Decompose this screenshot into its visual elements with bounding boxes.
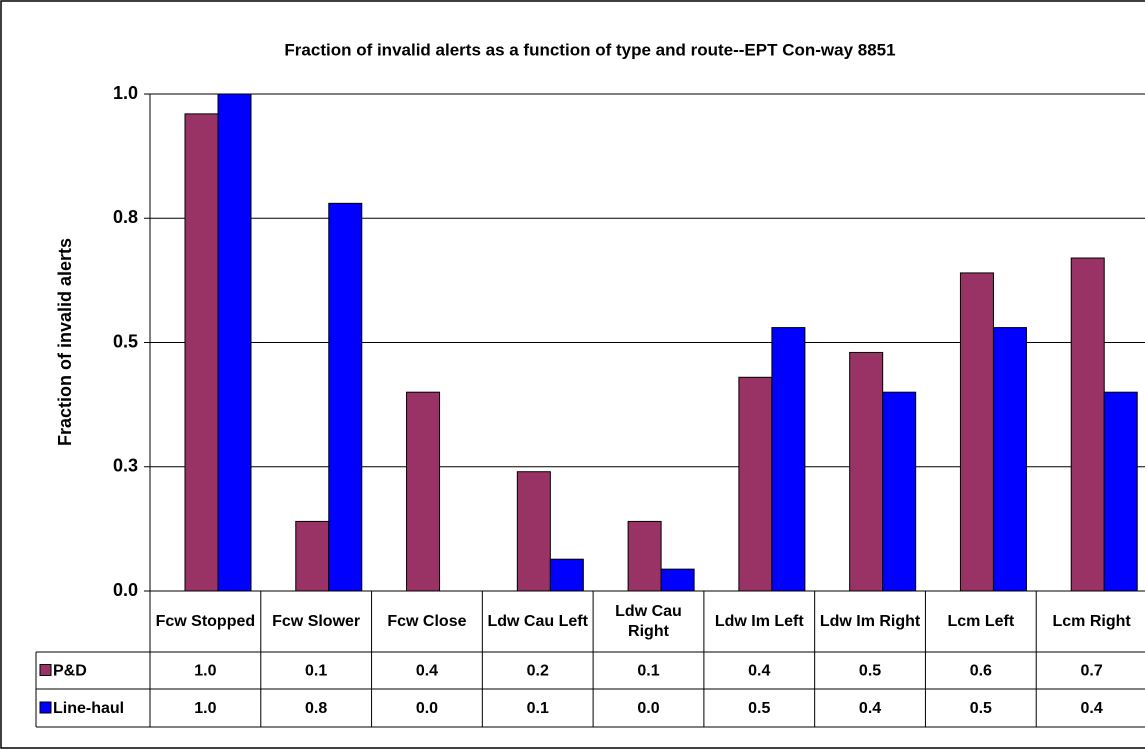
bar [217, 93, 252, 592]
bar [516, 471, 551, 592]
chart-title: Fraction of invalid alerts as a function… [284, 40, 895, 59]
table-value: 0.1 [305, 663, 327, 680]
table-value: 1.0 [194, 700, 216, 717]
table-value: 0.4 [1080, 700, 1102, 717]
table-value: 0.4 [416, 663, 438, 680]
x-tick-label: Lcm Left [947, 612, 1015, 630]
y-tick-label: 0.8 [113, 207, 138, 227]
table-value: 0.4 [748, 663, 770, 680]
x-tick-label: Ldw Im Right [819, 612, 921, 630]
x-tick-label: Fcw Slower [272, 612, 361, 630]
bar [738, 376, 773, 592]
table-value: 0.5 [748, 700, 770, 717]
bar [184, 113, 219, 592]
bar [549, 558, 584, 592]
y-tick-label: 0.3 [113, 456, 138, 476]
bar [1103, 391, 1138, 592]
x-tick-label: Ldw Cau Left [487, 612, 588, 630]
table-value: 0.5 [859, 663, 881, 680]
y-tick-label: 1.0 [113, 83, 138, 103]
x-tick-label: Fcw Close [387, 612, 467, 630]
bar [882, 391, 917, 592]
y-axis-label: Fraction of invalid alerts [55, 238, 75, 446]
bar [849, 351, 884, 592]
bar [295, 520, 330, 592]
bar [328, 202, 363, 592]
x-tick-label: Lcm Right [1052, 612, 1131, 630]
table-value: 0.5 [970, 700, 992, 717]
bar [771, 327, 806, 592]
legend-label: P&D [53, 663, 87, 680]
bar [992, 327, 1027, 592]
table-value: 0.8 [305, 700, 327, 717]
table-value: 0.0 [637, 700, 659, 717]
table-value: 0.6 [970, 663, 992, 680]
bar [959, 272, 994, 592]
bar [627, 520, 662, 592]
table-value: 0.4 [859, 700, 881, 717]
legend-swatch [39, 701, 52, 714]
bar [1070, 257, 1105, 592]
table-value: 0.1 [527, 700, 549, 717]
legend-swatch [39, 664, 52, 676]
table-value: 0.1 [637, 663, 659, 680]
table-value: 0.7 [1080, 663, 1102, 680]
table-value: 1.0 [194, 663, 216, 680]
y-tick-label: 0.0 [113, 580, 138, 600]
x-tick-label: Ldw Im Left [714, 612, 804, 630]
table-value: 0.0 [416, 700, 438, 717]
y-tick-label: 0.5 [113, 331, 138, 351]
x-tick-label: Ldw Cau Right [615, 602, 682, 640]
x-tick-label: Fcw Stopped [155, 612, 256, 630]
bar [660, 568, 695, 592]
table-value: 0.2 [527, 663, 549, 680]
legend-label: Line-haul [53, 700, 124, 717]
bar [406, 391, 441, 592]
